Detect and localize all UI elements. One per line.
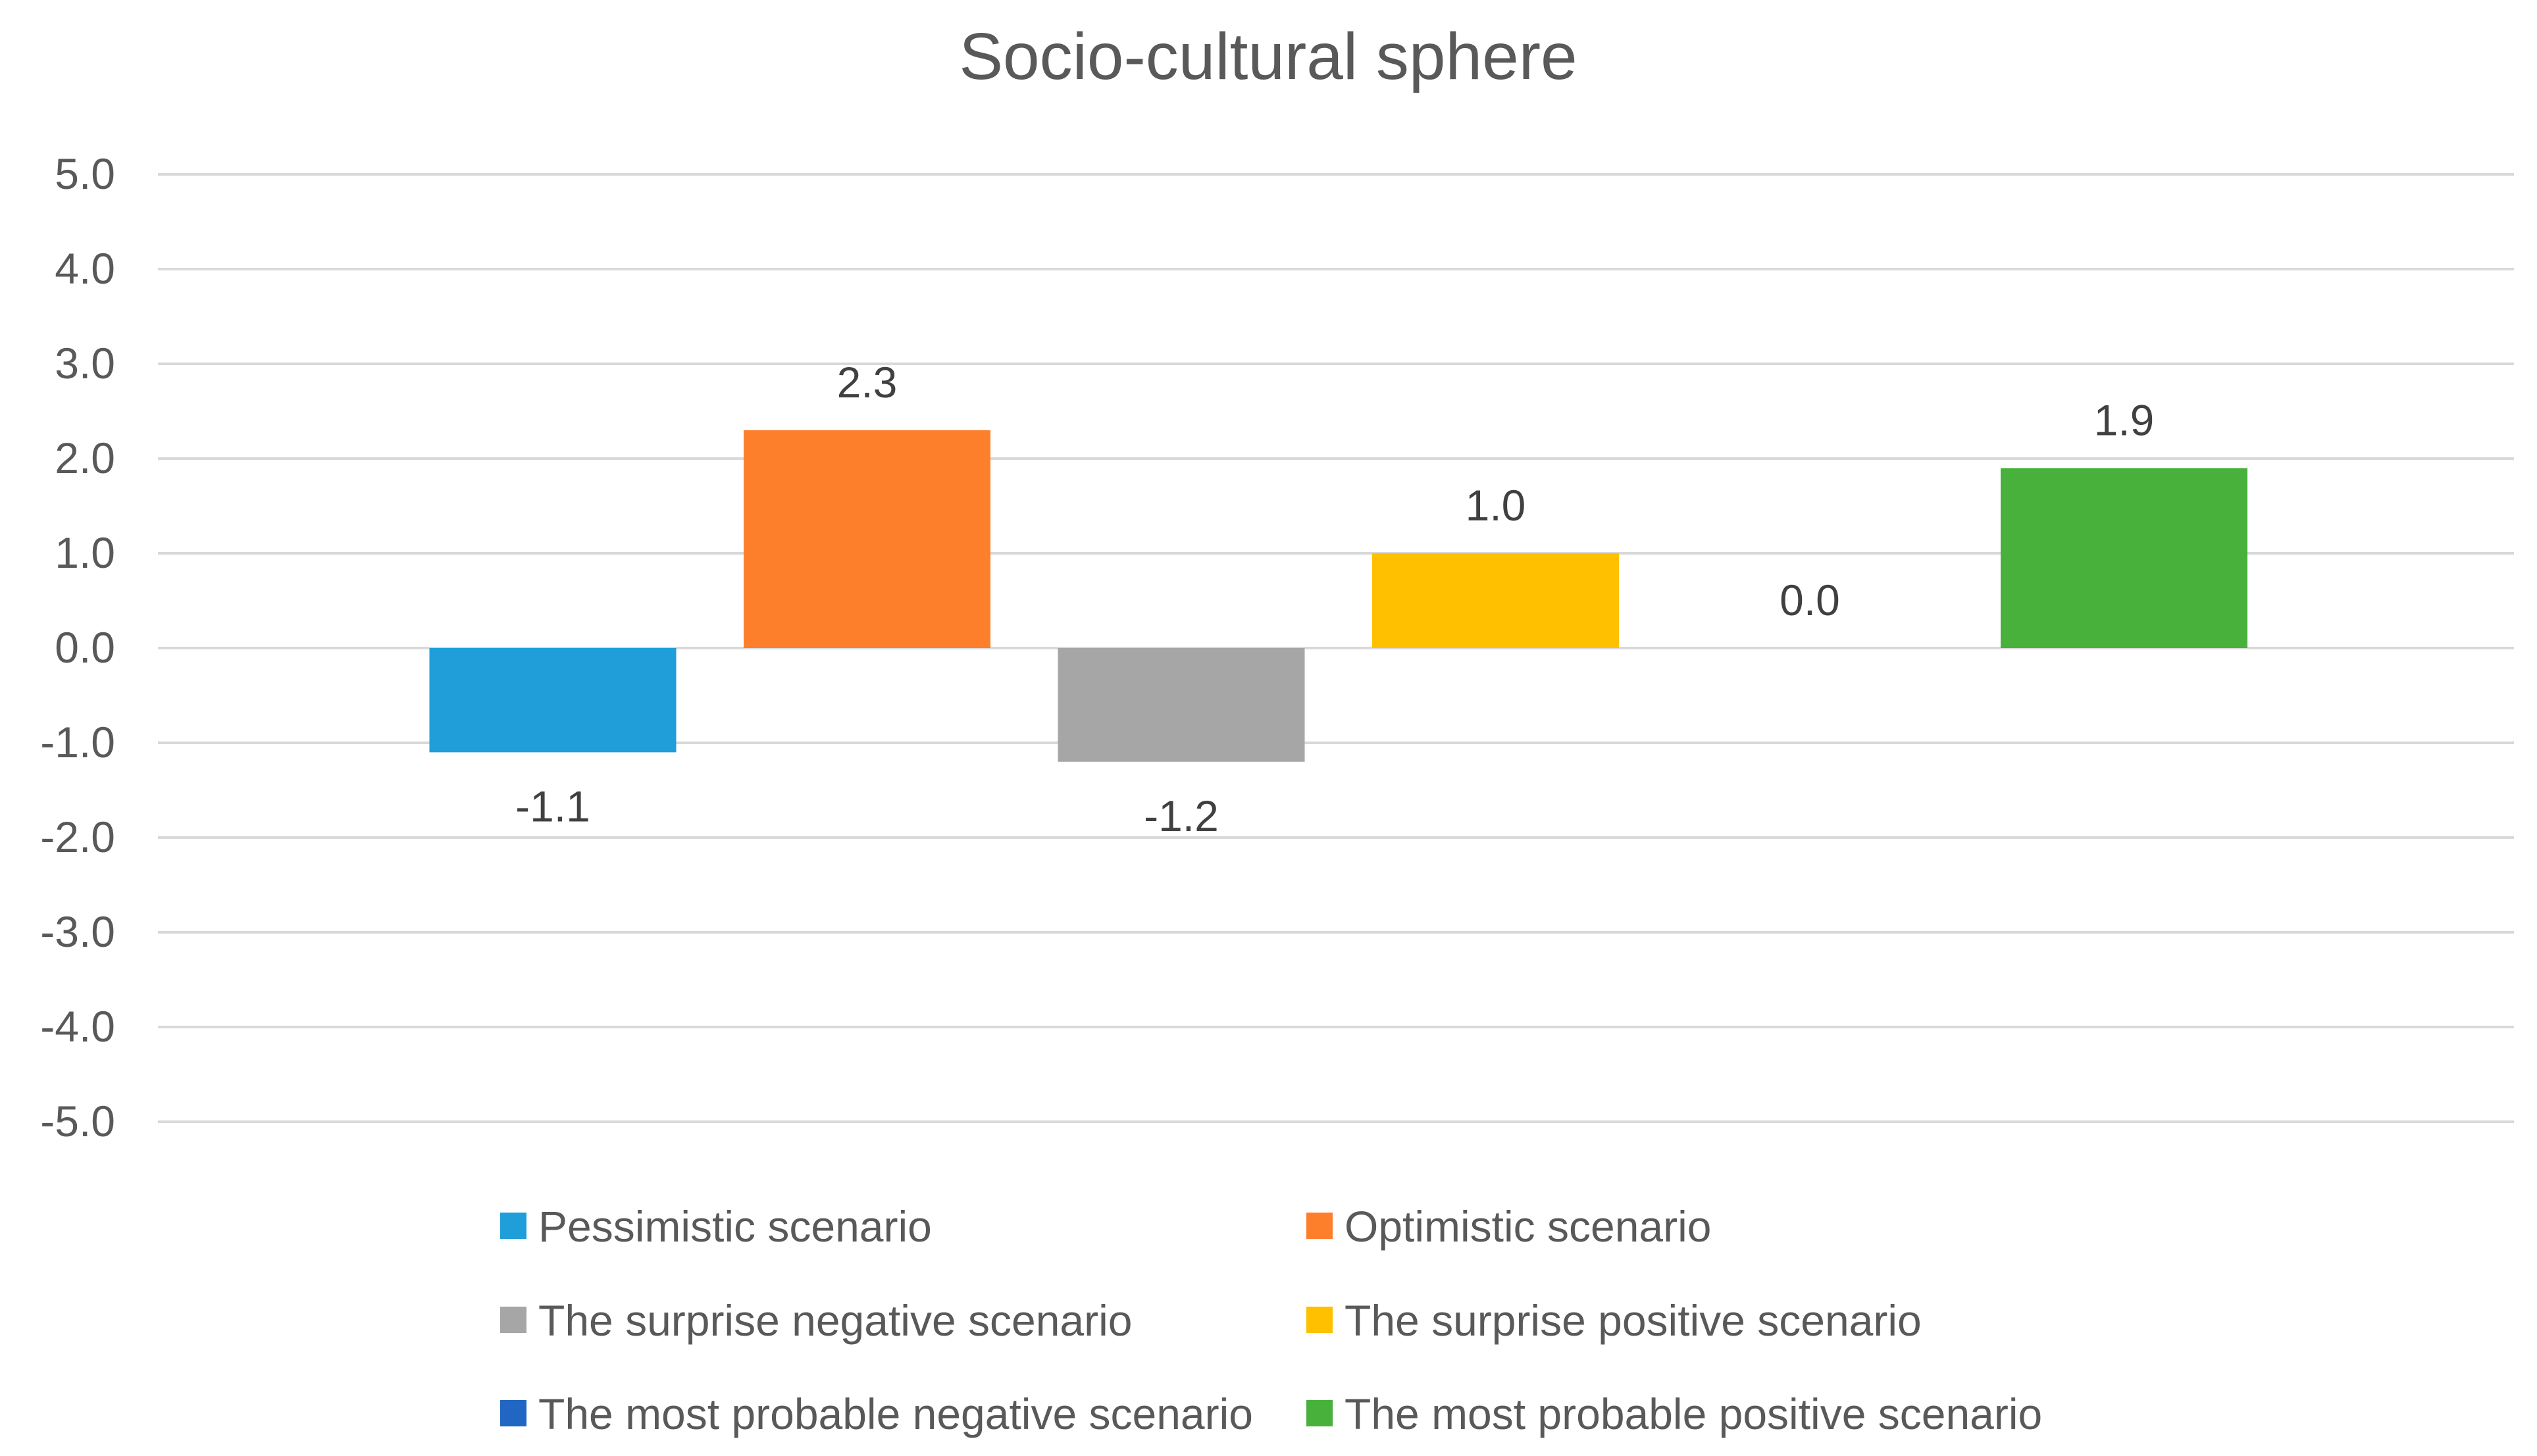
- chart-title: Socio-cultural sphere: [959, 20, 1577, 93]
- legend-item-2: Optimistic scenario: [1306, 1202, 1712, 1251]
- y-tick-label: 4.0: [55, 244, 115, 293]
- legend-label: The most probable negative scenario: [538, 1390, 1253, 1438]
- legend-label: The most probable positive scenario: [1345, 1390, 2042, 1438]
- legend-item-6: The most probable positive scenario: [1306, 1390, 2042, 1438]
- data-label-6: 1.9: [2094, 395, 2155, 444]
- y-tick-label: -3.0: [40, 907, 115, 956]
- y-tick-label: -1.0: [40, 718, 115, 766]
- data-label-3: -1.2: [1144, 791, 1219, 840]
- bar-3: [1058, 648, 1305, 762]
- legend-swatch: [1306, 1213, 1333, 1239]
- y-tick-label: 3.0: [55, 339, 115, 388]
- data-label-1: -1.1: [515, 782, 590, 830]
- y-tick-label: 5.0: [55, 149, 115, 198]
- y-axis-tick-labels: 5.0 4.0 3.0 2.0 1.0 0.0 -1.0 -2.0 -3.0 -4.0 -5.0: [40, 149, 115, 1145]
- bar-6: [2001, 468, 2247, 648]
- data-label-5: 0.0: [1780, 576, 1840, 624]
- bars: [429, 430, 2247, 762]
- y-tick-label: -4.0: [40, 1002, 115, 1051]
- legend-item-1: Pessimistic scenario: [500, 1202, 932, 1251]
- legend-label: The surprise positive scenario: [1345, 1296, 1922, 1345]
- y-tick-label: 2.0: [55, 434, 115, 482]
- legend-swatch: [500, 1400, 526, 1426]
- legend-item-5: The most probable negative scenario: [500, 1390, 1253, 1438]
- bar-4: [1372, 553, 1619, 648]
- legend-label: Pessimistic scenario: [538, 1202, 932, 1251]
- bar-2: [744, 430, 990, 648]
- y-tick-label: 1.0: [55, 528, 115, 577]
- legend-swatch: [1306, 1400, 1333, 1426]
- legend-item-3: The surprise negative scenario: [500, 1296, 1132, 1345]
- data-label-2: 2.3: [837, 358, 898, 407]
- legend: Pessimistic scenario Optimistic scenario T…: [500, 1202, 2042, 1438]
- y-tick-label: -5.0: [40, 1097, 115, 1145]
- legend-swatch: [500, 1307, 526, 1333]
- data-label-4: 1.0: [1466, 481, 1526, 530]
- legend-swatch: [500, 1213, 526, 1239]
- y-tick-label: 0.0: [55, 623, 115, 672]
- legend-item-4: The surprise positive scenario: [1306, 1296, 1922, 1345]
- y-tick-label: -2.0: [40, 813, 115, 861]
- legend-label: Optimistic scenario: [1345, 1202, 1712, 1251]
- bar-1: [429, 648, 677, 753]
- legend-label: The surprise negative scenario: [538, 1296, 1132, 1345]
- legend-swatch: [1306, 1307, 1333, 1333]
- data-labels: -1.1 2.3 -1.2 1.0 0.0 1.9: [515, 358, 2154, 840]
